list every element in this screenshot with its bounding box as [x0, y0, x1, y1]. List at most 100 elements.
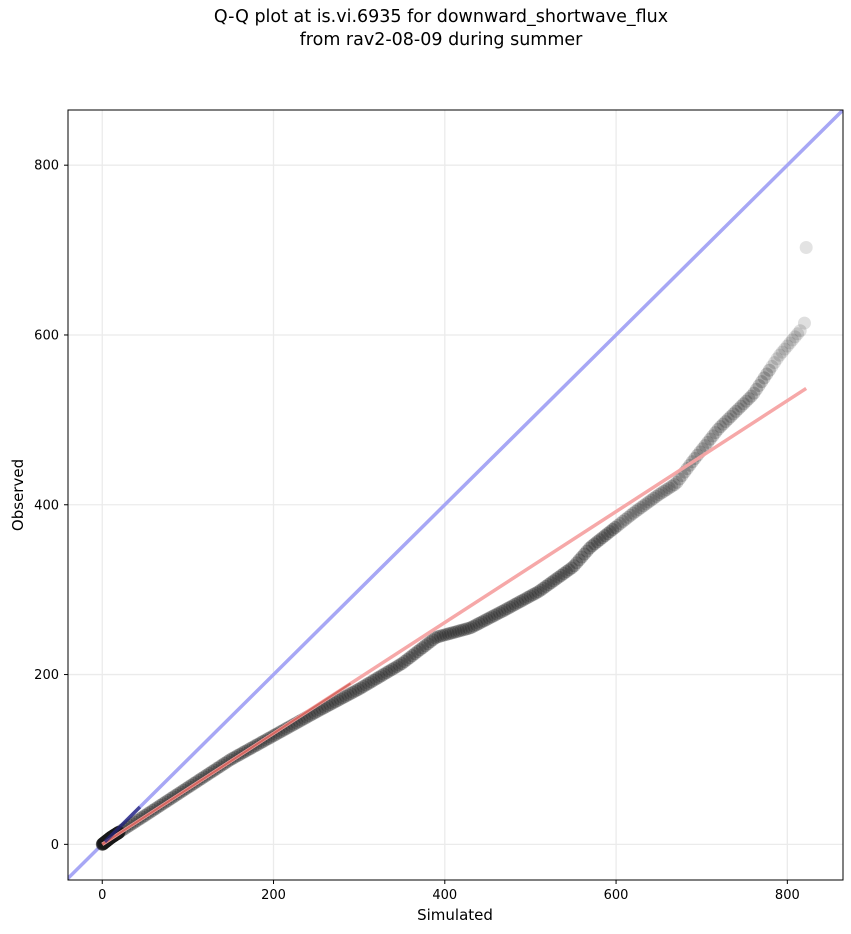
y-tick-label: 200	[34, 668, 59, 683]
qq-point	[423, 635, 437, 649]
qq-point	[521, 590, 535, 604]
qq-point	[341, 688, 355, 702]
tick-layer: 0 200 400 600 800 0 200 400 600 800	[34, 159, 800, 903]
qq-point	[518, 592, 532, 606]
qq-point	[721, 412, 735, 426]
qq-point	[418, 639, 432, 653]
qq-point	[367, 673, 381, 687]
qq-point	[505, 599, 519, 613]
qq-point	[618, 512, 632, 526]
qq-point	[451, 624, 465, 638]
qq-point	[500, 602, 514, 616]
qq-point	[475, 615, 489, 629]
qq-point	[398, 655, 412, 669]
qq-point	[364, 675, 378, 689]
qq-point	[387, 661, 401, 675]
qq-point	[405, 649, 419, 663]
chart-title-line1: Q-Q plot at is.vi.6935 for downward_shor…	[213, 7, 669, 27]
qq-point	[739, 394, 753, 408]
qq-point	[737, 397, 751, 411]
qq-point	[356, 679, 370, 693]
qq-point	[703, 432, 717, 446]
qq-point	[511, 596, 525, 610]
qq-point	[326, 696, 340, 710]
qq-point	[572, 553, 586, 567]
qq-point	[701, 435, 715, 449]
qq-point	[657, 484, 671, 498]
qq-point	[439, 628, 453, 642]
y-tick-label: 800	[34, 159, 59, 174]
y-axis-label: Observed	[9, 459, 27, 531]
qq-point	[588, 537, 602, 551]
qq-point	[338, 689, 352, 703]
qq-point	[354, 681, 368, 695]
qq-point	[344, 687, 358, 701]
qq-point	[403, 651, 417, 665]
qq-point	[570, 556, 584, 570]
qq-point	[616, 514, 630, 528]
qq-point	[539, 579, 553, 593]
qq-point	[780, 339, 794, 353]
qq-point	[493, 606, 507, 620]
qq-point	[400, 653, 414, 667]
qq-point	[593, 533, 607, 547]
qq-point	[595, 531, 609, 545]
qq-point	[395, 657, 409, 671]
data-layer	[68, 110, 843, 880]
qq-point	[426, 633, 440, 647]
y-tick-label: 600	[34, 328, 59, 343]
qq-point	[762, 363, 776, 377]
qq-point	[369, 672, 383, 686]
qq-point	[328, 695, 342, 709]
x-tick-label: 600	[604, 888, 629, 903]
qq-point	[421, 637, 435, 651]
qq-point	[552, 570, 566, 584]
qq-point	[765, 359, 779, 373]
x-axis-label: Simulated	[417, 906, 493, 924]
qq-point	[624, 508, 638, 522]
qq-point	[536, 581, 550, 595]
qq-point	[716, 417, 730, 431]
qq-point	[783, 336, 797, 350]
qq-point	[457, 623, 471, 637]
qq-point	[631, 503, 645, 517]
qq-point	[372, 670, 386, 684]
qq-point	[380, 666, 394, 680]
qq-point	[441, 627, 455, 641]
qq-point	[799, 241, 813, 255]
qq-point	[534, 583, 548, 597]
qq-point	[613, 516, 627, 530]
qq-point	[652, 488, 666, 502]
qq-point	[667, 478, 681, 492]
qq-point	[480, 612, 494, 626]
qq-point	[503, 600, 517, 614]
qq-point	[331, 693, 345, 707]
qq-point	[436, 628, 450, 642]
y-tick-label: 400	[34, 498, 59, 513]
qq-point	[444, 626, 458, 640]
qq-point	[565, 561, 579, 575]
qq-point	[428, 631, 442, 645]
qq-point	[775, 345, 789, 359]
qq-point	[626, 506, 640, 520]
qq-point	[601, 527, 615, 541]
qq-point	[585, 539, 599, 553]
qq-point	[333, 692, 347, 706]
qq-point	[778, 342, 792, 356]
qq-point	[390, 660, 404, 674]
qq-point	[487, 608, 501, 622]
qq-point	[490, 607, 504, 621]
qq-point	[752, 378, 766, 392]
qq-point	[346, 685, 360, 699]
qq-point	[734, 399, 748, 413]
qq-point	[788, 330, 802, 344]
qq-point	[608, 521, 622, 535]
qq-point	[559, 565, 573, 579]
qq-point	[477, 614, 491, 628]
chart-title: Q-Q plot at is.vi.6935 for downward_shor…	[0, 6, 851, 52]
qq-point	[583, 541, 597, 555]
qq-point	[757, 371, 771, 385]
qq-point	[698, 439, 712, 453]
qq-point	[654, 486, 668, 500]
